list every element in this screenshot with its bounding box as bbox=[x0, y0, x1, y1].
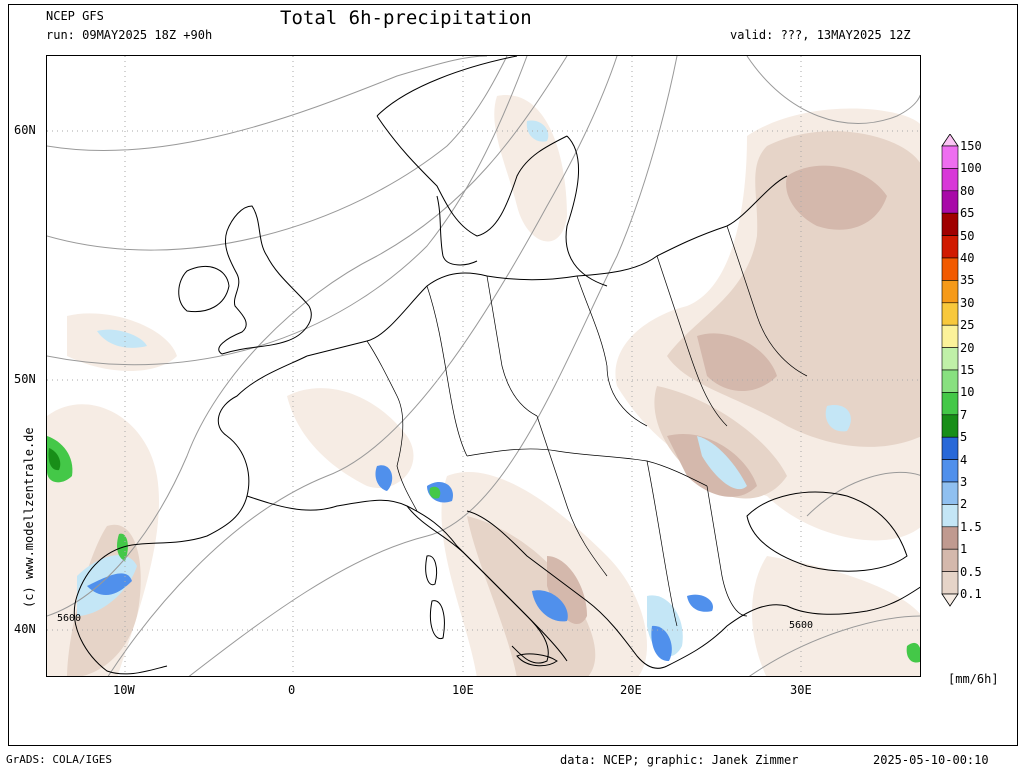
colorbar-level-label: 40 bbox=[960, 251, 975, 265]
geopotential-contours bbox=[47, 56, 920, 676]
colorbar-level-label: 35 bbox=[960, 273, 975, 288]
colorbar-level-label: 0.5 bbox=[960, 564, 982, 579]
colorbar-level-label: 150 bbox=[960, 139, 982, 153]
colorbar-swatch bbox=[941, 436, 959, 460]
colorbar-swatch bbox=[941, 145, 959, 169]
contour-label: 5600 bbox=[789, 620, 813, 631]
lon-label-10e: 10E bbox=[452, 683, 474, 697]
lon-label-20e: 20E bbox=[620, 683, 642, 697]
colorbar-level-label: 5 bbox=[960, 430, 968, 445]
lon-label-10w: 10W bbox=[113, 683, 135, 697]
colorbar-level-label: 65 bbox=[960, 206, 975, 221]
valid-time: valid: ???, 13MAY2025 12Z bbox=[730, 28, 911, 42]
footer-timestamp: 2025-05-10-00:10 bbox=[873, 753, 989, 767]
contour-label: 5600 bbox=[57, 613, 81, 624]
colorbar-swatch bbox=[941, 504, 959, 528]
colorbar bbox=[941, 134, 959, 607]
precip-dark-green-areas bbox=[48, 448, 61, 471]
colorbar-level-label: 15 bbox=[960, 363, 975, 377]
graticule bbox=[47, 56, 920, 676]
colorbar-swatch bbox=[941, 212, 959, 236]
footer-credit: data: NCEP; graphic: Janek Zimmer bbox=[560, 753, 799, 767]
colorbar-swatch bbox=[941, 414, 959, 438]
watermark: (c) www.modellzentrale.de bbox=[22, 427, 36, 608]
coastlines bbox=[73, 56, 920, 675]
lat-label-50n: 50N bbox=[14, 372, 36, 386]
colorbar-level-label: 2 bbox=[960, 497, 968, 512]
precipitation-map: 5600 5600 bbox=[46, 55, 921, 677]
colorbar-level-label: 100 bbox=[960, 161, 982, 176]
colorbar-level-label: 7 bbox=[960, 407, 968, 422]
lat-label-40n: 40N bbox=[14, 622, 36, 636]
colorbar-swatch bbox=[941, 280, 959, 304]
run-info: run: 09MAY2025 18Z +90h bbox=[46, 28, 213, 42]
colorbar-swatch bbox=[941, 168, 959, 192]
lon-label-30e: 30E bbox=[790, 683, 812, 697]
colorbar-swatch bbox=[941, 571, 959, 595]
colorbar-level-label: 0.1 bbox=[960, 587, 982, 601]
colorbar-swatch bbox=[941, 548, 959, 572]
colorbar-level-label: 1 bbox=[960, 542, 968, 557]
model-name: NCEP GFS bbox=[46, 9, 104, 23]
colorbar-swatch bbox=[941, 369, 959, 393]
colorbar-swatch bbox=[941, 526, 959, 550]
colorbar-unit: [mm/6h] bbox=[948, 672, 999, 686]
colorbar-level-label: 20 bbox=[960, 340, 975, 355]
colorbar-swatch bbox=[941, 481, 959, 505]
map-title: Total 6h-precipitation bbox=[280, 7, 532, 29]
colorbar-level-label: 25 bbox=[960, 318, 975, 333]
colorbar-swatch bbox=[941, 235, 959, 259]
colorbar-level-label: 3 bbox=[960, 475, 968, 489]
colorbar-bottom-arrow bbox=[941, 593, 959, 607]
colorbar-level-label: 1.5 bbox=[960, 519, 982, 534]
map-canvas: 5600 5600 bbox=[47, 56, 920, 676]
colorbar-level-label: 50 bbox=[960, 228, 975, 243]
colorbar-level-label: 30 bbox=[960, 295, 975, 310]
colorbar-swatch bbox=[941, 190, 959, 214]
colorbar-swatch bbox=[941, 257, 959, 281]
footer-software: GrADS: COLA/IGES bbox=[6, 753, 112, 766]
colorbar-top-arrow bbox=[941, 134, 959, 147]
colorbar-swatch bbox=[941, 347, 959, 371]
colorbar-level-label: 80 bbox=[960, 183, 975, 198]
colorbar-level-label: 10 bbox=[960, 385, 975, 400]
colorbar-level-label: 4 bbox=[960, 452, 968, 467]
lat-label-60n: 60N bbox=[14, 123, 36, 137]
colorbar-swatch bbox=[941, 459, 959, 483]
colorbar-swatch bbox=[941, 392, 959, 416]
colorbar-swatch bbox=[941, 302, 959, 326]
lon-label-0: 0 bbox=[288, 683, 296, 697]
colorbar-swatch bbox=[941, 324, 959, 348]
country-borders bbox=[366, 225, 808, 627]
plot-frame bbox=[8, 4, 1018, 746]
